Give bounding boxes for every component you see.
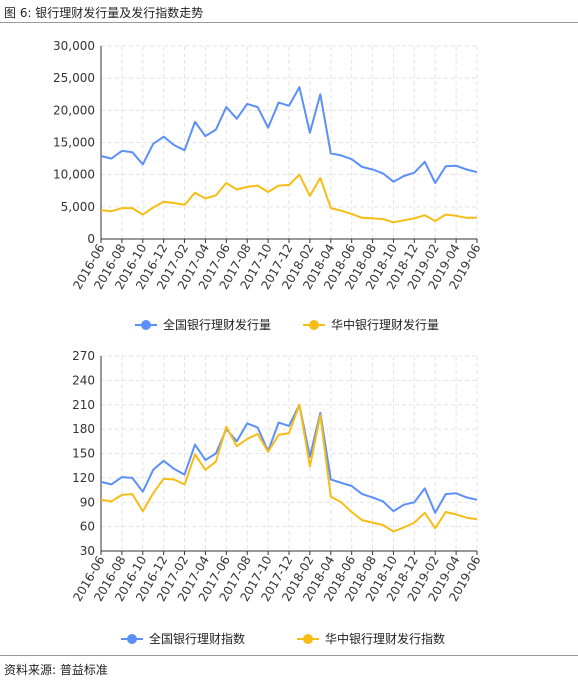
- y-tick-label: 90: [80, 495, 95, 509]
- issuance-volume-chart: 05,00010,00015,00020,00025,00030,0002016…: [53, 39, 484, 332]
- title-divider: [0, 22, 578, 23]
- legend-label-1: 全国银行理财指数: [149, 631, 245, 646]
- series-line-1: [100, 86, 478, 184]
- y-tick-label: 180: [72, 422, 95, 436]
- series-line-2: [100, 173, 477, 224]
- legend-label-2: 华中银行理财发行指数: [325, 631, 445, 646]
- y-tick-label: 270: [72, 349, 95, 363]
- y-tick-label: 10,000: [53, 168, 95, 182]
- legend-marker-2: [303, 634, 313, 644]
- y-tick-label: 0: [87, 232, 95, 246]
- y-tick-label: 120: [72, 471, 95, 485]
- y-tick-label: 210: [72, 398, 95, 412]
- source-divider: [0, 655, 578, 656]
- legend-marker-2: [309, 320, 319, 330]
- legend-label-1: 全国银行理财发行量: [163, 317, 271, 332]
- y-tick-label: 30: [80, 544, 95, 558]
- legend-label-2: 华中银行理财发行量: [331, 317, 439, 332]
- y-tick-label: 60: [80, 520, 95, 534]
- y-tick-label: 5,000: [61, 200, 95, 214]
- legend-marker-1: [141, 320, 151, 330]
- series-line-2: [100, 403, 478, 533]
- series-line-1: [100, 403, 478, 514]
- y-tick-label: 20,000: [53, 103, 95, 117]
- figure-title: 图 6: 银行理财发行量及发行指数走势: [4, 6, 204, 20]
- y-tick-label: 150: [72, 447, 95, 461]
- issuance-index-chart: 3060901201501802102402702016-062016-0820…: [70, 349, 483, 646]
- source-note: 资料来源: 普益标准: [4, 663, 108, 677]
- legend-marker-1: [127, 634, 137, 644]
- y-tick-label: 240: [72, 373, 95, 387]
- y-tick-label: 25,000: [53, 71, 95, 85]
- y-tick-label: 15,000: [53, 136, 95, 150]
- y-tick-label: 30,000: [53, 39, 95, 53]
